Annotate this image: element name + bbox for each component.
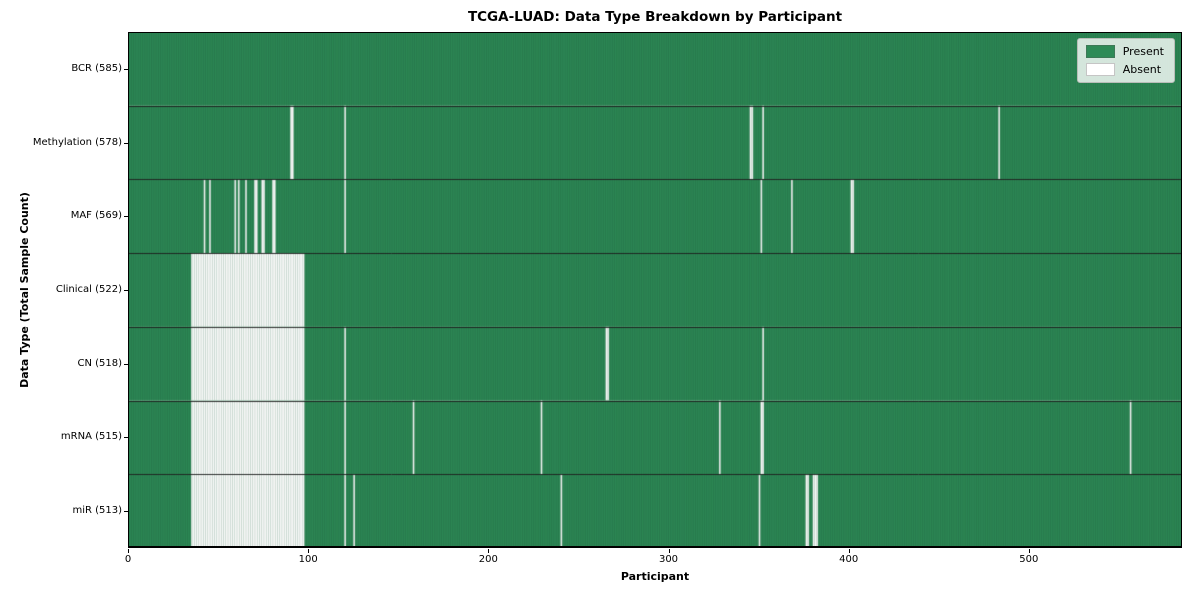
ytick-mark-BCR [124,69,128,70]
xtick-mark-200 [488,549,489,553]
xtick-label-500: 500 [1019,554,1039,565]
xtick-mark-100 [308,549,309,553]
present-swatch-icon [1085,45,1115,58]
legend-item-absent: Absent [1085,63,1164,76]
xtick-label-100: 100 [298,554,318,565]
ytick-label-MAF: MAF (569) [70,210,122,222]
ytick-mark-MAF [124,216,128,217]
plot-area: Present Absent [128,32,1182,548]
legend-label-absent: Absent [1122,63,1162,76]
ytick-label-CN: CN (518) [77,357,122,369]
ytick-mark-miR [124,511,128,512]
heatmap-canvas [128,32,1182,548]
chart-title: TCGA-LUAD: Data Type Breakdown by Partic… [467,9,843,25]
y-axis-label-text: Data Type (Total Sample Count) [18,192,31,388]
ytick-label-mRNA: mRNA (515) [60,431,122,443]
ytick-mark-Methylation [124,143,128,144]
ytick-label-BCR: BCR (585) [71,62,122,74]
ytick-label-Methylation: Methylation (578) [32,136,122,148]
xtick-label-400: 400 [839,554,859,565]
x-axis-label: Participant [620,570,690,583]
xtick-mark-500 [1029,549,1030,553]
xtick-label-0: 0 [124,554,132,565]
legend: Present Absent [1076,38,1175,83]
ytick-mark-CN [124,364,128,365]
legend-label-present: Present [1122,45,1164,58]
legend-item-present: Present [1085,45,1164,58]
ytick-label-miR: miR (513) [72,505,122,517]
xtick-mark-400 [849,549,850,553]
ytick-mark-mRNA [124,437,128,438]
absent-swatch-icon [1085,63,1115,76]
xtick-mark-0 [128,549,129,553]
ytick-mark-Clinical [124,290,128,291]
xtick-label-200: 200 [478,554,498,565]
ytick-label-Clinical: Clinical (522) [55,284,122,295]
xtick-mark-300 [669,549,670,553]
xtick-label-300: 300 [658,554,679,565]
